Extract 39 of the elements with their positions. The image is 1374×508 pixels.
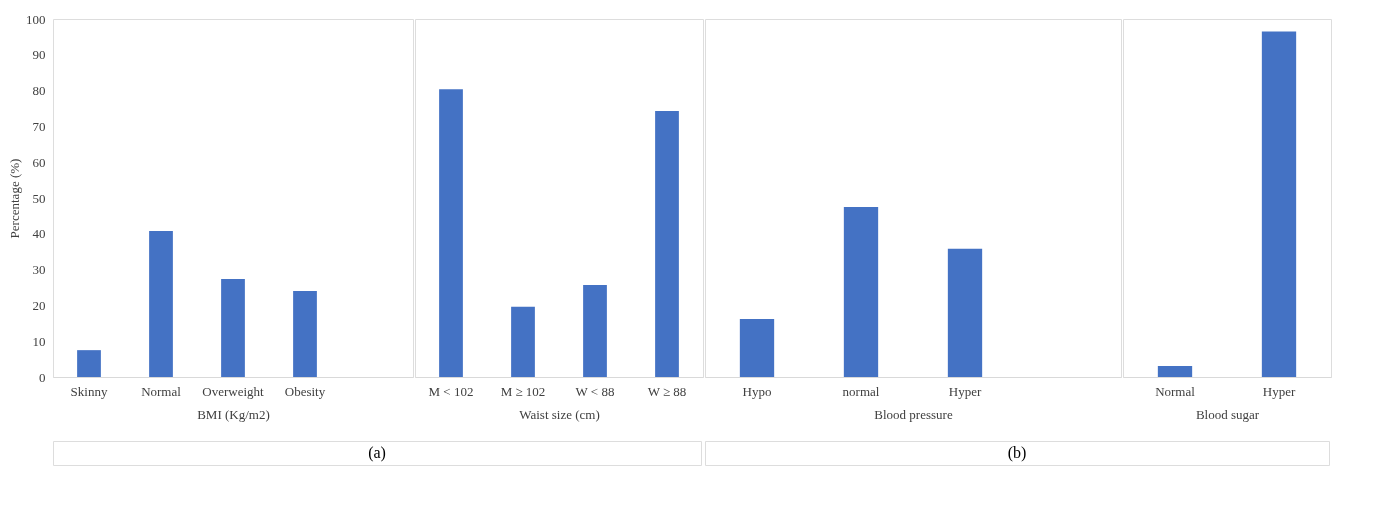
x-axis-title: BMI (Kg/m2) xyxy=(197,406,270,422)
y-tick-label: 60 xyxy=(32,154,46,170)
y-tick-label: 40 xyxy=(32,226,46,242)
x-tick-label: Hyper xyxy=(1262,383,1296,399)
bar xyxy=(511,306,535,377)
bar xyxy=(293,291,317,377)
bar xyxy=(583,284,607,377)
y-tick-label: 100 xyxy=(26,11,46,27)
y-tick-label: 90 xyxy=(32,47,46,63)
y-tick-label: 10 xyxy=(32,333,46,349)
x-tick-label: Normal xyxy=(1155,383,1196,399)
x-tick-label: Overweight xyxy=(202,383,265,399)
bar xyxy=(655,111,679,377)
y-tick-label: 70 xyxy=(32,118,46,134)
x-tick-label: Normal xyxy=(141,383,182,399)
y-tick-label: 50 xyxy=(32,190,46,206)
y-tick-label: 20 xyxy=(32,297,46,313)
bar xyxy=(77,350,101,377)
x-tick-label: Skinny xyxy=(70,383,108,399)
x-tick-label: Hyper xyxy=(948,383,982,399)
x-tick-label: normal xyxy=(842,383,880,399)
x-tick-label: M < 102 xyxy=(428,383,474,399)
x-tick-label: Obesity xyxy=(284,383,326,399)
x-tick-label: Hypo xyxy=(742,383,772,399)
text: (a) xyxy=(368,444,386,462)
x-axis-title: Blood sugar xyxy=(1195,406,1260,422)
bar xyxy=(221,278,245,377)
x-tick-label: W ≥ 88 xyxy=(647,383,687,399)
bar xyxy=(439,89,463,377)
x-tick-label: M ≥ 102 xyxy=(500,383,546,399)
y-tick-label: 0 xyxy=(39,369,46,385)
x-tick-label: W < 88 xyxy=(575,383,615,399)
text: (b) xyxy=(1007,444,1027,462)
y-tick-label: 80 xyxy=(32,83,46,99)
y-tick-label: 30 xyxy=(32,262,46,278)
y-axis-title: Percentage (%) xyxy=(7,158,22,239)
x-axis-title: Waist size (cm) xyxy=(519,406,600,422)
x-axis-title: Blood pressure xyxy=(874,406,953,422)
bar xyxy=(149,230,173,377)
